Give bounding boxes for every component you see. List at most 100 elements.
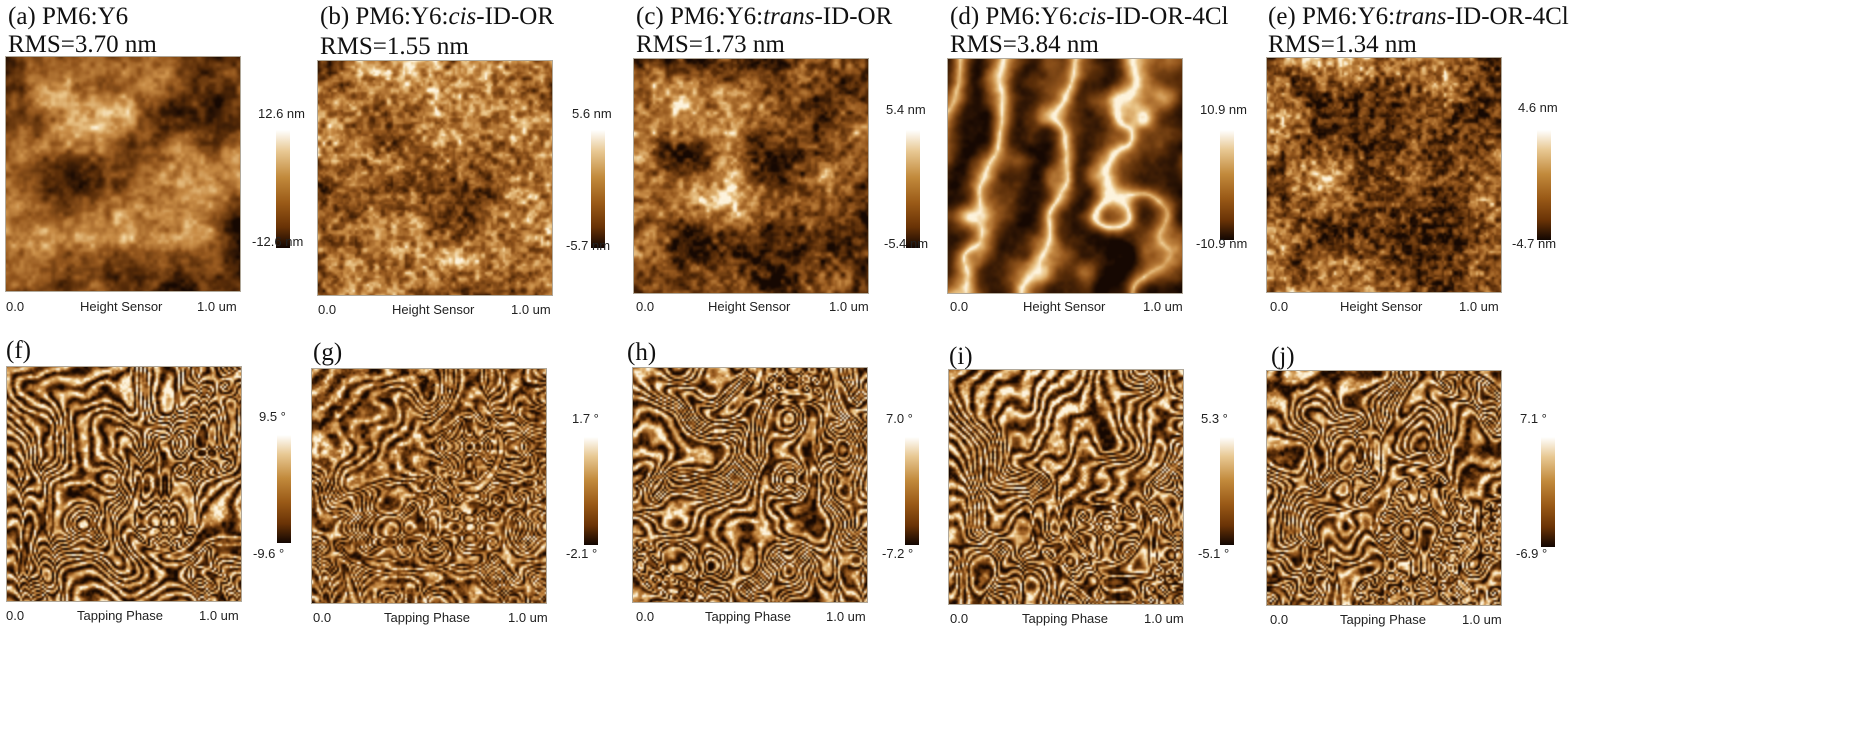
panel-letter: (i): [949, 343, 973, 370]
panel-letter: (f): [6, 337, 31, 364]
sensor-label: Tapping Phase: [77, 608, 164, 623]
panel-title: (d) PM6:Y6:cis-ID-OR-4Cl: [950, 4, 1229, 29]
sensor-label: Height Sensor: [708, 299, 791, 314]
panel-title-suffix: -ID-OR-4Cl: [1446, 3, 1569, 30]
sensor-label: Tapping Phase: [705, 609, 792, 624]
axis-start-label: 0.0: [950, 299, 969, 314]
color-scale-bar: [1220, 437, 1234, 545]
color-scale-max: 7.0 °: [886, 411, 913, 426]
panel-title-text: PM6:Y6:: [670, 3, 764, 30]
panel-letter: (g): [313, 339, 343, 366]
color-scale-max: 5.6 nm: [572, 106, 612, 121]
axis-end-label: 1.0 um: [511, 302, 551, 317]
color-scale-bar: [906, 130, 920, 248]
afm-image-phase: [1266, 370, 1502, 606]
color-scale-max: 9.5 °: [259, 409, 286, 424]
panel-title-suffix: -ID-OR: [476, 3, 555, 30]
panel-title: (i): [949, 344, 973, 369]
color-scale-max: 5.4 nm: [886, 102, 926, 117]
color-scale-min: -6.9 °: [1516, 546, 1548, 561]
color-scale-min: -9.6 °: [253, 546, 285, 561]
axis-start-label: 0.0: [318, 302, 337, 317]
sensor-label: Tapping Phase: [1022, 611, 1109, 626]
axis-start-label: 0.0: [636, 299, 655, 314]
axis-start-label: 0.0: [6, 299, 25, 314]
panel-title: (e) PM6:Y6:trans-ID-OR-4Cl: [1268, 4, 1569, 29]
color-scale-min: -5.1 °: [1198, 546, 1230, 561]
color-scale-min: -10.9 nm: [1196, 236, 1248, 251]
color-scale-min: -12.6 nm: [252, 234, 304, 249]
axis-end-label: 1.0 um: [508, 610, 548, 625]
color-scale-bar: [591, 130, 605, 248]
panel-title: (h): [627, 340, 656, 365]
sensor-label: Height Sensor: [392, 302, 475, 317]
afm-image-height: [317, 60, 553, 296]
afm-image-height: [1266, 57, 1502, 293]
panel-title-italic: cis: [448, 3, 477, 30]
axis-start-label: 0.0: [636, 609, 655, 624]
afm-image-phase: [948, 369, 1184, 605]
afm-image-phase: [311, 368, 547, 604]
color-scale-min: -7.2 °: [882, 546, 914, 561]
sensor-label: Tapping Phase: [384, 610, 471, 625]
rms-value: RMS=3.84 nm: [950, 31, 1099, 58]
color-scale-bar: [1541, 437, 1555, 547]
rms-value: RMS=3.70 nm: [8, 31, 157, 58]
color-scale-bar: [1220, 130, 1234, 240]
color-scale-bar: [584, 437, 598, 545]
afm-image-phase: [632, 367, 868, 603]
sensor-label: Height Sensor: [1023, 299, 1106, 314]
color-scale-max: 4.6 nm: [1518, 100, 1558, 115]
afm-image-height: [947, 58, 1183, 294]
color-scale-min: -5.4 nm: [884, 236, 929, 251]
rms-value: RMS=1.73 nm: [636, 31, 785, 58]
color-scale-bar: [277, 435, 291, 543]
panel-letter: (b): [320, 3, 350, 30]
afm-image-height: [633, 58, 869, 294]
panel-letter: (d): [950, 3, 980, 30]
panel-title-text: PM6:Y6:: [355, 3, 449, 30]
panel-title-suffix: -ID-OR-4Cl: [1106, 3, 1229, 30]
axis-start-label: 0.0: [1270, 612, 1289, 627]
axis-start-label: 0.0: [1270, 299, 1289, 314]
panel-title-text: PM6:Y6: [42, 3, 129, 30]
panel-letter: (j): [1271, 343, 1295, 370]
panel-letter: (e): [1268, 3, 1296, 30]
panel-title-italic: cis: [1078, 3, 1107, 30]
panel-title: (a) PM6:Y6: [8, 4, 128, 29]
axis-end-label: 1.0 um: [197, 299, 237, 314]
axis-end-label: 1.0 um: [1143, 299, 1183, 314]
panel-letter: (a): [8, 3, 36, 30]
panel-title-italic: trans: [763, 3, 815, 30]
color-scale-min: -5.7 nm: [566, 238, 611, 253]
color-scale-max: 12.6 nm: [258, 106, 305, 121]
panel-title-text: PM6:Y6:: [985, 3, 1079, 30]
color-scale-bar: [276, 130, 290, 248]
panel-title-text: PM6:Y6:: [1302, 3, 1396, 30]
color-scale-max: 7.1 °: [1520, 411, 1547, 426]
color-scale-min: -4.7 nm: [1512, 236, 1557, 251]
rms-value: RMS=1.34 nm: [1268, 31, 1417, 58]
sensor-label: Height Sensor: [80, 299, 163, 314]
axis-end-label: 1.0 um: [829, 299, 869, 314]
panel-title: (g): [313, 340, 342, 365]
axis-start-label: 0.0: [313, 610, 332, 625]
panel-title: (b) PM6:Y6:cis-ID-OR: [320, 4, 554, 29]
color-scale-min: -2.1 °: [566, 546, 598, 561]
afm-image-height: [5, 56, 241, 292]
color-scale-max: 5.3 °: [1201, 411, 1228, 426]
axis-end-label: 1.0 um: [1462, 612, 1502, 627]
sensor-label: Tapping Phase: [1340, 612, 1427, 627]
sensor-label: Height Sensor: [1340, 299, 1423, 314]
axis-end-label: 1.0 um: [199, 608, 239, 623]
panel-title: (c) PM6:Y6:trans-ID-OR: [636, 4, 892, 29]
rms-value: RMS=1.55 nm: [320, 33, 469, 60]
color-scale-max: 10.9 nm: [1200, 102, 1247, 117]
panel-title-italic: trans: [1395, 3, 1447, 30]
color-scale-bar: [1537, 130, 1551, 240]
color-scale-max: 1.7 °: [572, 411, 599, 426]
panel-title: (j): [1271, 344, 1295, 369]
panel-title: (f): [6, 338, 31, 363]
color-scale-bar: [905, 437, 919, 545]
panel-letter: (c): [636, 3, 664, 30]
